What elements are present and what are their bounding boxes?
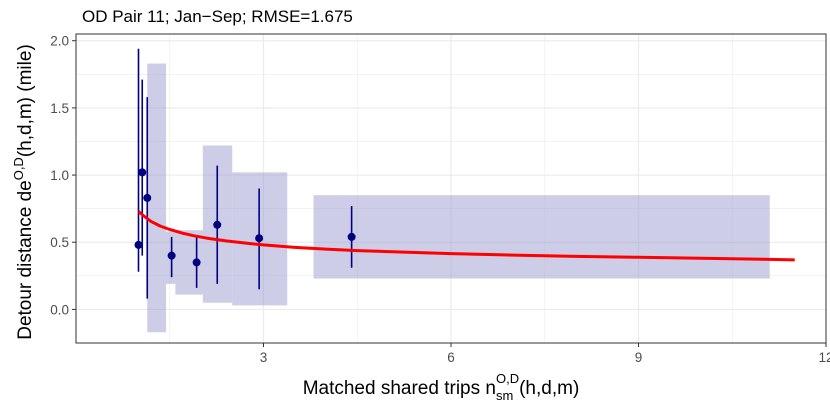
bin-rectangle xyxy=(147,63,166,333)
x-axis-title-main: Matched shared trips n xyxy=(303,378,496,399)
data-point xyxy=(143,193,152,202)
data-point xyxy=(134,240,143,249)
y-tick-label: 0.5 xyxy=(50,235,69,250)
axis-ticks: 3 6 9 12 0.0 0.5 1.0 1.5 2.0 xyxy=(50,34,830,365)
x-tick-label: 12 xyxy=(818,350,830,365)
data-point xyxy=(347,232,356,241)
x-tick-label: 9 xyxy=(635,350,643,365)
x-axis-title: Matched shared trips nsm O,D(h,d,m) xyxy=(303,371,580,403)
y-axis-title-suffix: (h,d,m) (mile) xyxy=(15,44,36,157)
data-point xyxy=(138,168,147,177)
data-point xyxy=(192,258,201,267)
data-point xyxy=(213,220,222,229)
x-axis-title-subscript: sm xyxy=(496,388,513,403)
x-tick-label: 6 xyxy=(447,350,455,365)
y-tick-label: 2.0 xyxy=(50,34,69,49)
y-axis-title: Detour distance deO,D(h,d,m) (mile) xyxy=(11,44,36,340)
grid xyxy=(76,34,826,343)
data-point xyxy=(255,234,264,243)
fit-curve xyxy=(137,210,795,262)
x-axis-title-suffix: (h,d,m) xyxy=(519,378,579,399)
chart-title: OD Pair 11; Jan−Sep; RMSE=1.675 xyxy=(82,7,353,26)
y-tick-label: 1.5 xyxy=(50,101,69,116)
data-points xyxy=(134,168,356,267)
x-tick-label: 3 xyxy=(260,350,268,365)
y-tick-label: 0.0 xyxy=(50,302,69,317)
x-axis-title-superscript: O,D xyxy=(496,371,519,386)
y-tick-label: 1.0 xyxy=(50,168,69,183)
y-axis-title-main: Detour distance de xyxy=(15,180,36,340)
y-axis-title-superscript: O,D xyxy=(11,157,26,180)
bin-rectangle xyxy=(313,195,770,279)
plot-panel xyxy=(75,33,827,344)
data-point xyxy=(167,251,176,260)
fit-curve-layer xyxy=(137,210,795,262)
bin-rectangles xyxy=(147,63,770,333)
